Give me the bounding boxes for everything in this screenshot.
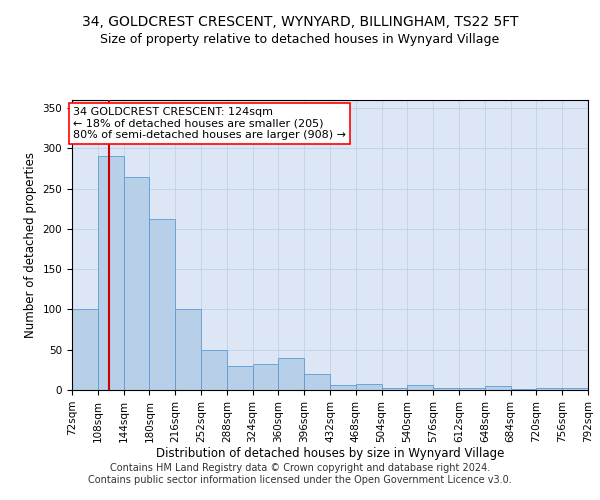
Bar bbox=[175, 308, 201, 390]
Text: Size of property relative to detached houses in Wynyard Village: Size of property relative to detached ho… bbox=[100, 32, 500, 46]
Bar bbox=[536, 388, 562, 390]
Text: 34 GOLDCREST CRESCENT: 124sqm
← 18% of detached houses are smaller (205)
80% of : 34 GOLDCREST CRESCENT: 124sqm ← 18% of d… bbox=[73, 108, 346, 140]
Bar bbox=[459, 388, 485, 390]
Bar bbox=[562, 388, 588, 390]
Y-axis label: Number of detached properties: Number of detached properties bbox=[24, 152, 37, 338]
Bar bbox=[98, 156, 124, 390]
Bar bbox=[227, 366, 253, 390]
Bar bbox=[330, 385, 356, 390]
Bar bbox=[278, 358, 304, 390]
Bar bbox=[124, 176, 149, 390]
Bar bbox=[485, 386, 511, 390]
Bar bbox=[201, 350, 227, 390]
Bar bbox=[356, 384, 382, 390]
Bar bbox=[407, 385, 433, 390]
X-axis label: Distribution of detached houses by size in Wynyard Village: Distribution of detached houses by size … bbox=[156, 448, 504, 460]
Bar bbox=[304, 374, 330, 390]
Bar bbox=[72, 310, 98, 390]
Bar bbox=[253, 364, 278, 390]
Bar bbox=[149, 219, 175, 390]
Bar bbox=[433, 388, 459, 390]
Text: 34, GOLDCREST CRESCENT, WYNYARD, BILLINGHAM, TS22 5FT: 34, GOLDCREST CRESCENT, WYNYARD, BILLING… bbox=[82, 15, 518, 29]
Text: Contains HM Land Registry data © Crown copyright and database right 2024.
Contai: Contains HM Land Registry data © Crown c… bbox=[88, 464, 512, 485]
Bar bbox=[382, 388, 407, 390]
Bar bbox=[511, 389, 536, 390]
